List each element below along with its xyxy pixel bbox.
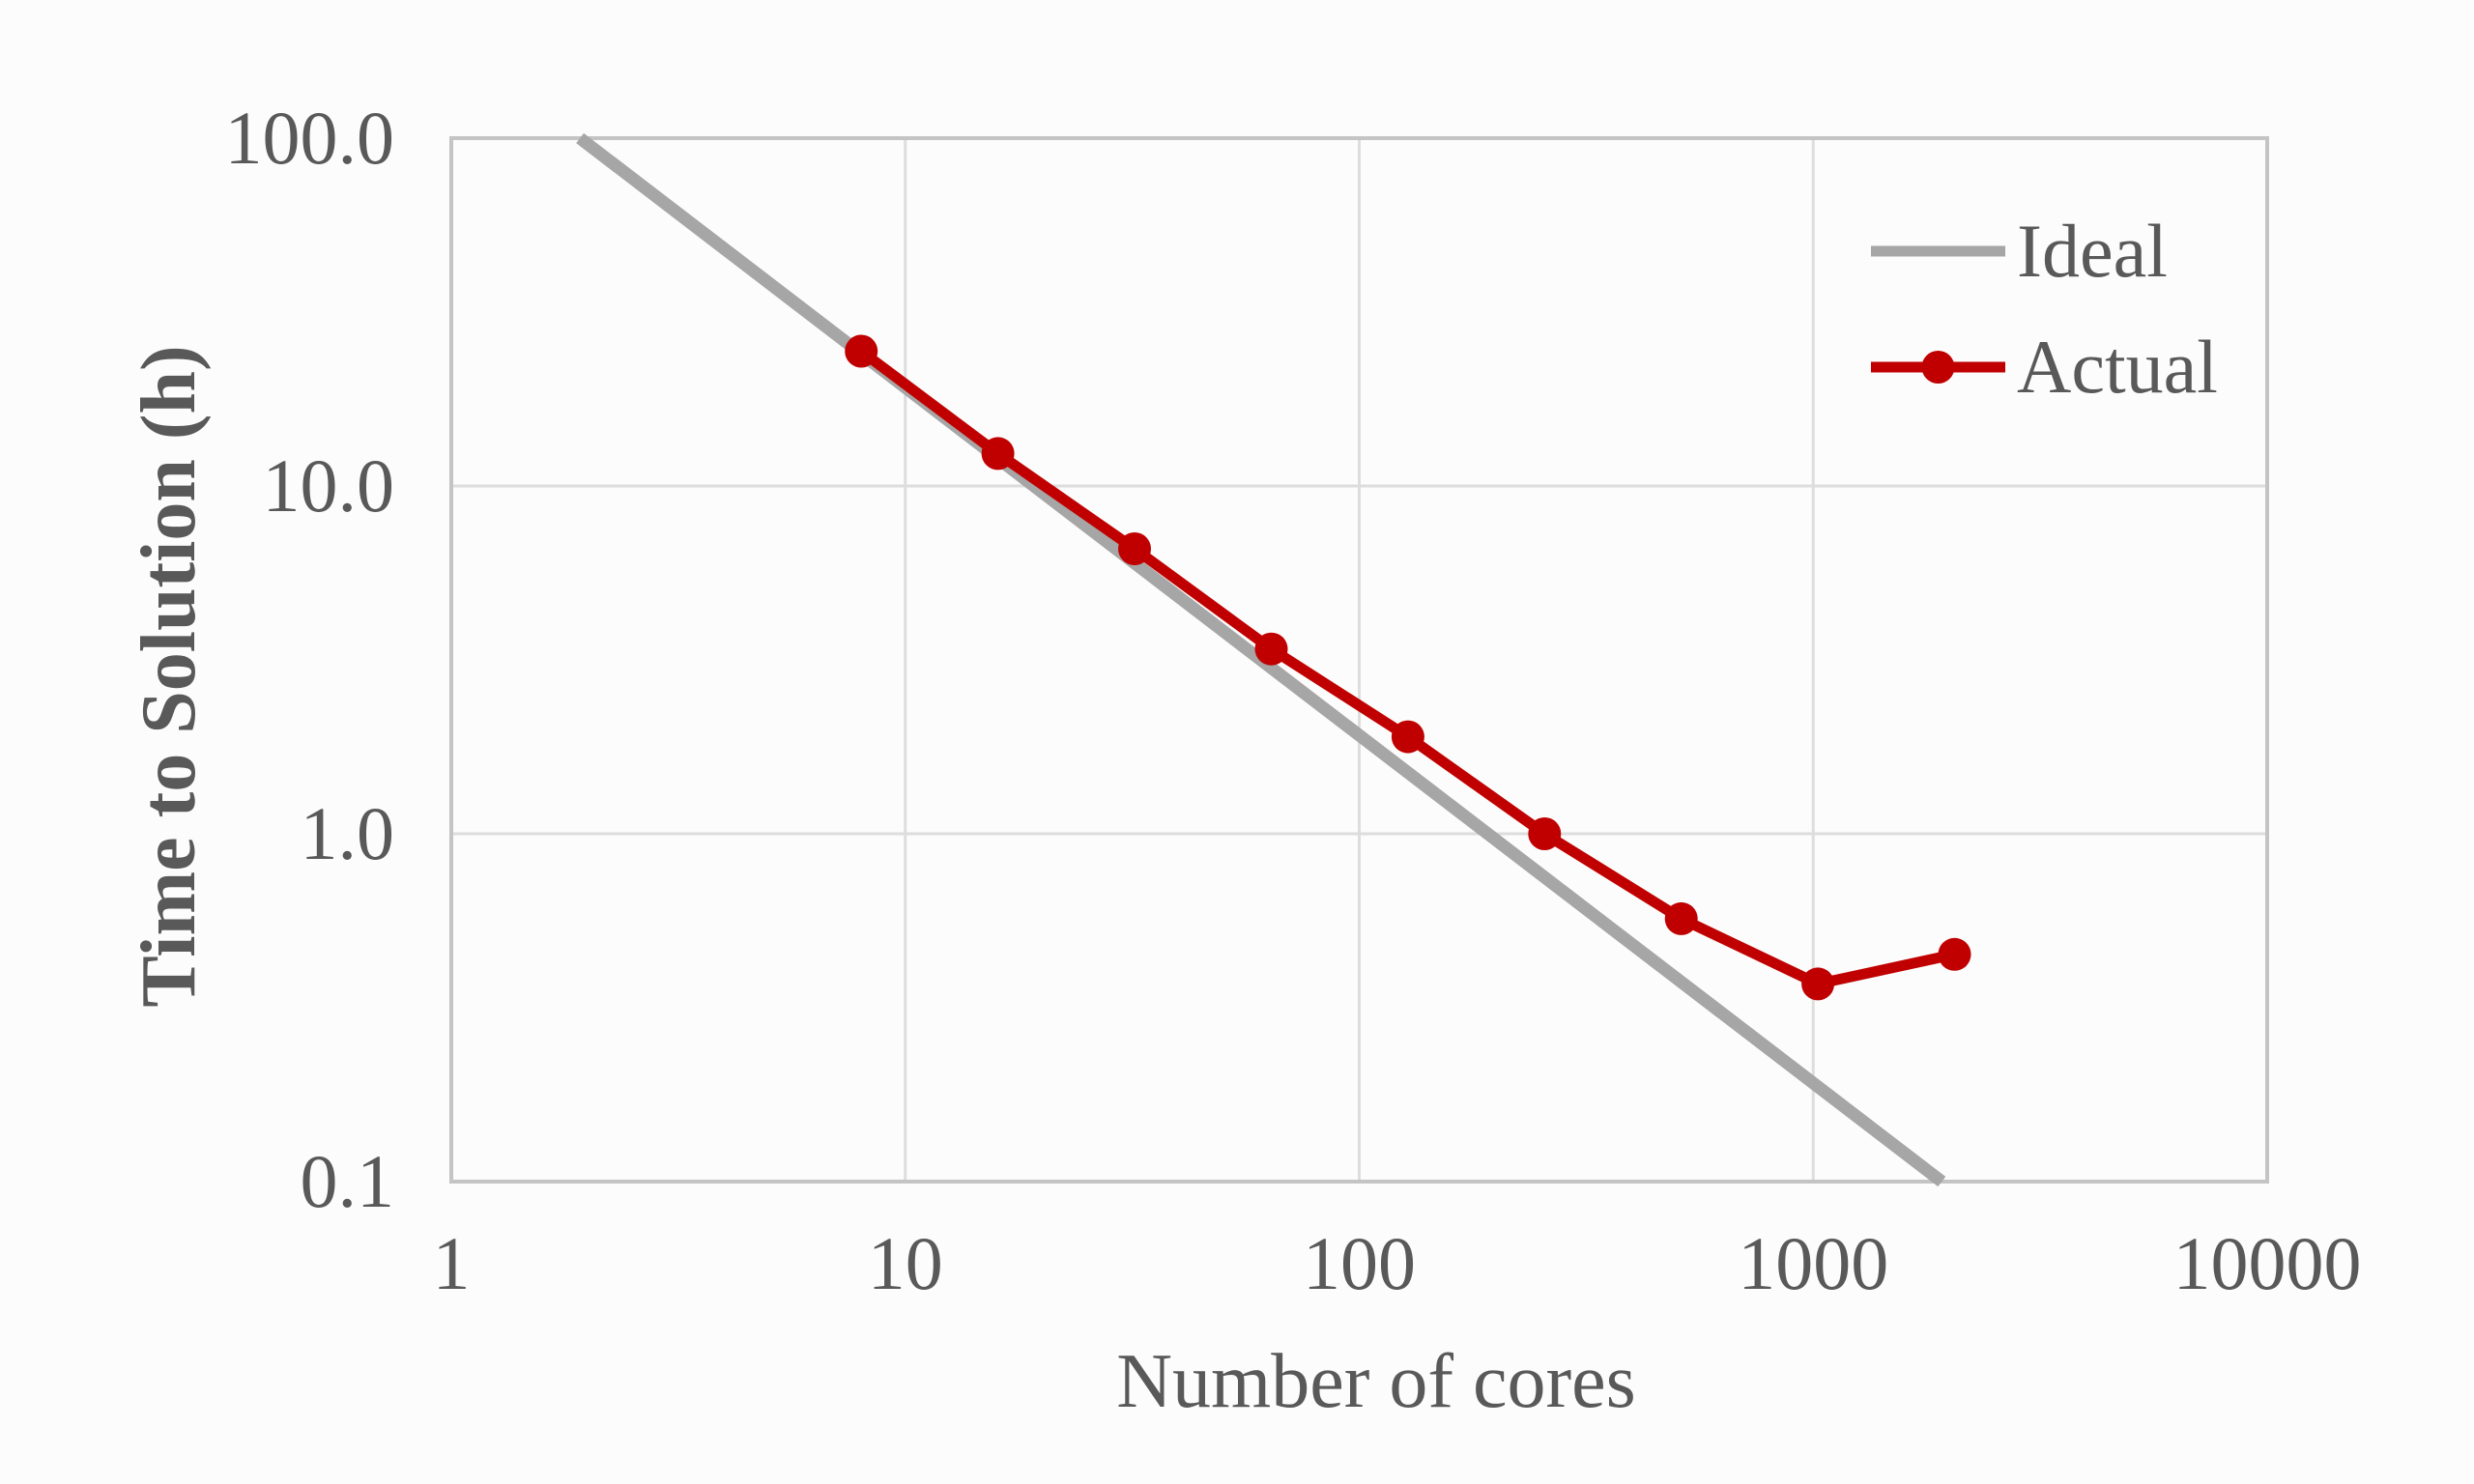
actual-data-point-marker bbox=[981, 437, 1015, 471]
actual-data-point-marker bbox=[845, 334, 878, 368]
x-axis-tick-label: 10 bbox=[867, 1221, 943, 1305]
x-axis-tick-label: 1000 bbox=[1738, 1221, 1889, 1305]
legend-swatch-actual-icon bbox=[1871, 351, 2005, 384]
actual-data-point-marker bbox=[1254, 632, 1288, 666]
y-axis-tick-label: 100.0 bbox=[224, 96, 395, 180]
x-axis-tick-label: 1 bbox=[432, 1221, 471, 1305]
actual-data-point-marker bbox=[1118, 532, 1151, 565]
legend-label: Actual bbox=[2017, 325, 2218, 409]
y-axis-tick-label: 10.0 bbox=[262, 443, 395, 528]
x-axis-tick-label: 10000 bbox=[2172, 1221, 2362, 1305]
legend-swatch-ideal-icon bbox=[1871, 245, 2005, 257]
legend-item-actual: Actual bbox=[1871, 309, 2218, 425]
legend: Ideal Actual bbox=[1871, 193, 2218, 425]
plot-border bbox=[449, 136, 2269, 1184]
y-axis-tick-label: 1.0 bbox=[300, 791, 395, 875]
x-axis-tick-label: 100 bbox=[1303, 1221, 1416, 1305]
actual-data-point-marker bbox=[1391, 720, 1424, 754]
actual-data-point-marker bbox=[1801, 967, 1835, 1001]
x-axis-title: Number of cores bbox=[1116, 1339, 1636, 1424]
legend-item-ideal: Ideal bbox=[1871, 193, 2218, 309]
legend-swatch-marker bbox=[1921, 351, 1955, 384]
y-axis-title: Time to Solution (h) bbox=[127, 345, 212, 1008]
actual-data-point-marker bbox=[1528, 817, 1562, 850]
legend-label: Ideal bbox=[2017, 209, 2168, 293]
actual-data-point-marker bbox=[1938, 937, 1971, 971]
actual-data-point-marker bbox=[1664, 901, 1698, 935]
y-axis-tick-label: 0.1 bbox=[300, 1139, 395, 1223]
